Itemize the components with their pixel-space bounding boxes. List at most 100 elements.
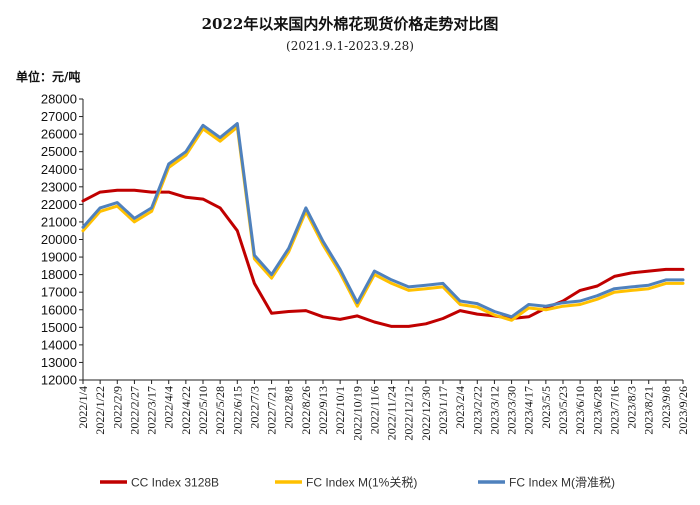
data-point [116, 189, 119, 192]
x-tick-label: 2022/7/3 [247, 386, 261, 429]
y-tick-label: 18000 [41, 267, 77, 282]
x-tick-label: 2022/11/24 [385, 386, 399, 440]
x-tick-label: 2022/10/19 [350, 386, 364, 441]
data-point [544, 305, 548, 308]
y-tick-label: 20000 [41, 232, 77, 247]
x-tick-label: 2022/4/22 [179, 386, 193, 435]
x-tick-label: 2023/4/17 [522, 386, 536, 435]
data-point [578, 289, 582, 292]
data-point [476, 312, 479, 316]
data-point [664, 268, 668, 271]
data-point [236, 229, 239, 232]
x-tick-label: 2022/1/22 [93, 386, 107, 435]
x-tick-label: 2022/7/21 [265, 386, 279, 435]
x-tick-label: 2022/6/15 [230, 386, 244, 435]
data-point [150, 190, 153, 194]
y-tick-label: 12000 [41, 373, 77, 388]
y-tick-label: 19000 [41, 250, 77, 265]
data-point [81, 229, 85, 232]
x-tick-label: 2023/9/8 [659, 386, 673, 429]
data-point [493, 310, 496, 313]
data-point [321, 315, 325, 318]
data-point [561, 301, 565, 304]
y-tick-label: 24000 [41, 162, 77, 177]
data-point [578, 299, 582, 303]
data-point [390, 325, 393, 328]
data-point [647, 269, 650, 273]
data-point [424, 283, 428, 287]
data-point [270, 276, 273, 280]
data-point [390, 278, 393, 282]
data-point [167, 190, 170, 194]
data-point [356, 301, 359, 304]
data-point [253, 282, 256, 285]
data-point [441, 285, 445, 289]
data-point [596, 294, 599, 297]
data-point [664, 278, 668, 282]
series-1 [81, 125, 685, 322]
data-point [441, 317, 445, 320]
x-tick-label: 2022/2/9 [110, 386, 124, 429]
legend-label: CC Index 3128B [131, 476, 219, 490]
data-point [476, 302, 479, 305]
data-point [527, 303, 530, 306]
x-tick-label: 2023/3/30 [505, 386, 519, 435]
y-tick-label: 28000 [41, 92, 77, 107]
data-point [321, 240, 325, 243]
data-point [664, 282, 668, 285]
data-point [458, 303, 462, 306]
data-point [681, 268, 685, 271]
x-tick-label: 2023/5/23 [556, 386, 570, 435]
data-point [527, 306, 530, 310]
x-tick-label: 2023/3/12 [487, 386, 501, 435]
data-point [596, 298, 599, 301]
x-tick-label: 2022/10/1 [333, 386, 347, 435]
data-point [98, 210, 102, 213]
data-point [424, 287, 428, 290]
data-point [561, 305, 565, 308]
data-point [424, 322, 428, 325]
series-line [81, 122, 685, 319]
data-point [458, 299, 462, 303]
legend-label: FC Index M(滑准税) [509, 476, 615, 490]
series-2 [81, 122, 685, 319]
series-line [81, 188, 685, 328]
data-point [681, 282, 685, 285]
y-tick-label: 22000 [41, 197, 77, 212]
data-point [356, 314, 359, 318]
data-point [647, 287, 650, 290]
y-axis-unit-label: 单位：元/吨 [16, 69, 80, 84]
data-point [476, 305, 479, 309]
data-point [270, 312, 273, 315]
y-tick-label: 13000 [41, 355, 77, 370]
x-tick-label: 2022/4/4 [162, 386, 176, 429]
chart-title: 2022年以来国内外棉花现货价格走势对比图 [202, 15, 499, 33]
data-point [287, 310, 290, 313]
data-point [510, 319, 513, 322]
data-point [184, 150, 188, 153]
data-point [338, 268, 342, 271]
data-point [304, 206, 308, 210]
data-point [133, 220, 136, 224]
y-tick-label: 16000 [41, 302, 77, 317]
data-point [201, 124, 205, 127]
data-point [596, 284, 599, 288]
y-tick-label: 23000 [41, 179, 77, 194]
x-tick-label: 2023/8/21 [642, 386, 656, 435]
x-tick-label: 2022/8/8 [282, 386, 296, 429]
data-point [133, 217, 136, 220]
data-point [613, 287, 616, 290]
data-point [81, 226, 85, 229]
x-tick-label: 2023/2/22 [470, 386, 484, 435]
data-point [390, 282, 393, 285]
legend-item: CC Index 3128B [100, 476, 219, 490]
data-point [150, 210, 153, 213]
data-point [527, 315, 530, 318]
x-tick-label: 2022/5/10 [196, 386, 210, 435]
data-point [373, 269, 376, 273]
y-tick-label: 15000 [41, 320, 77, 335]
data-point [133, 189, 136, 192]
x-tick-label: 2022/11/6 [367, 386, 381, 434]
data-point [373, 320, 376, 324]
x-tick-label: 2022/12/30 [419, 386, 433, 441]
